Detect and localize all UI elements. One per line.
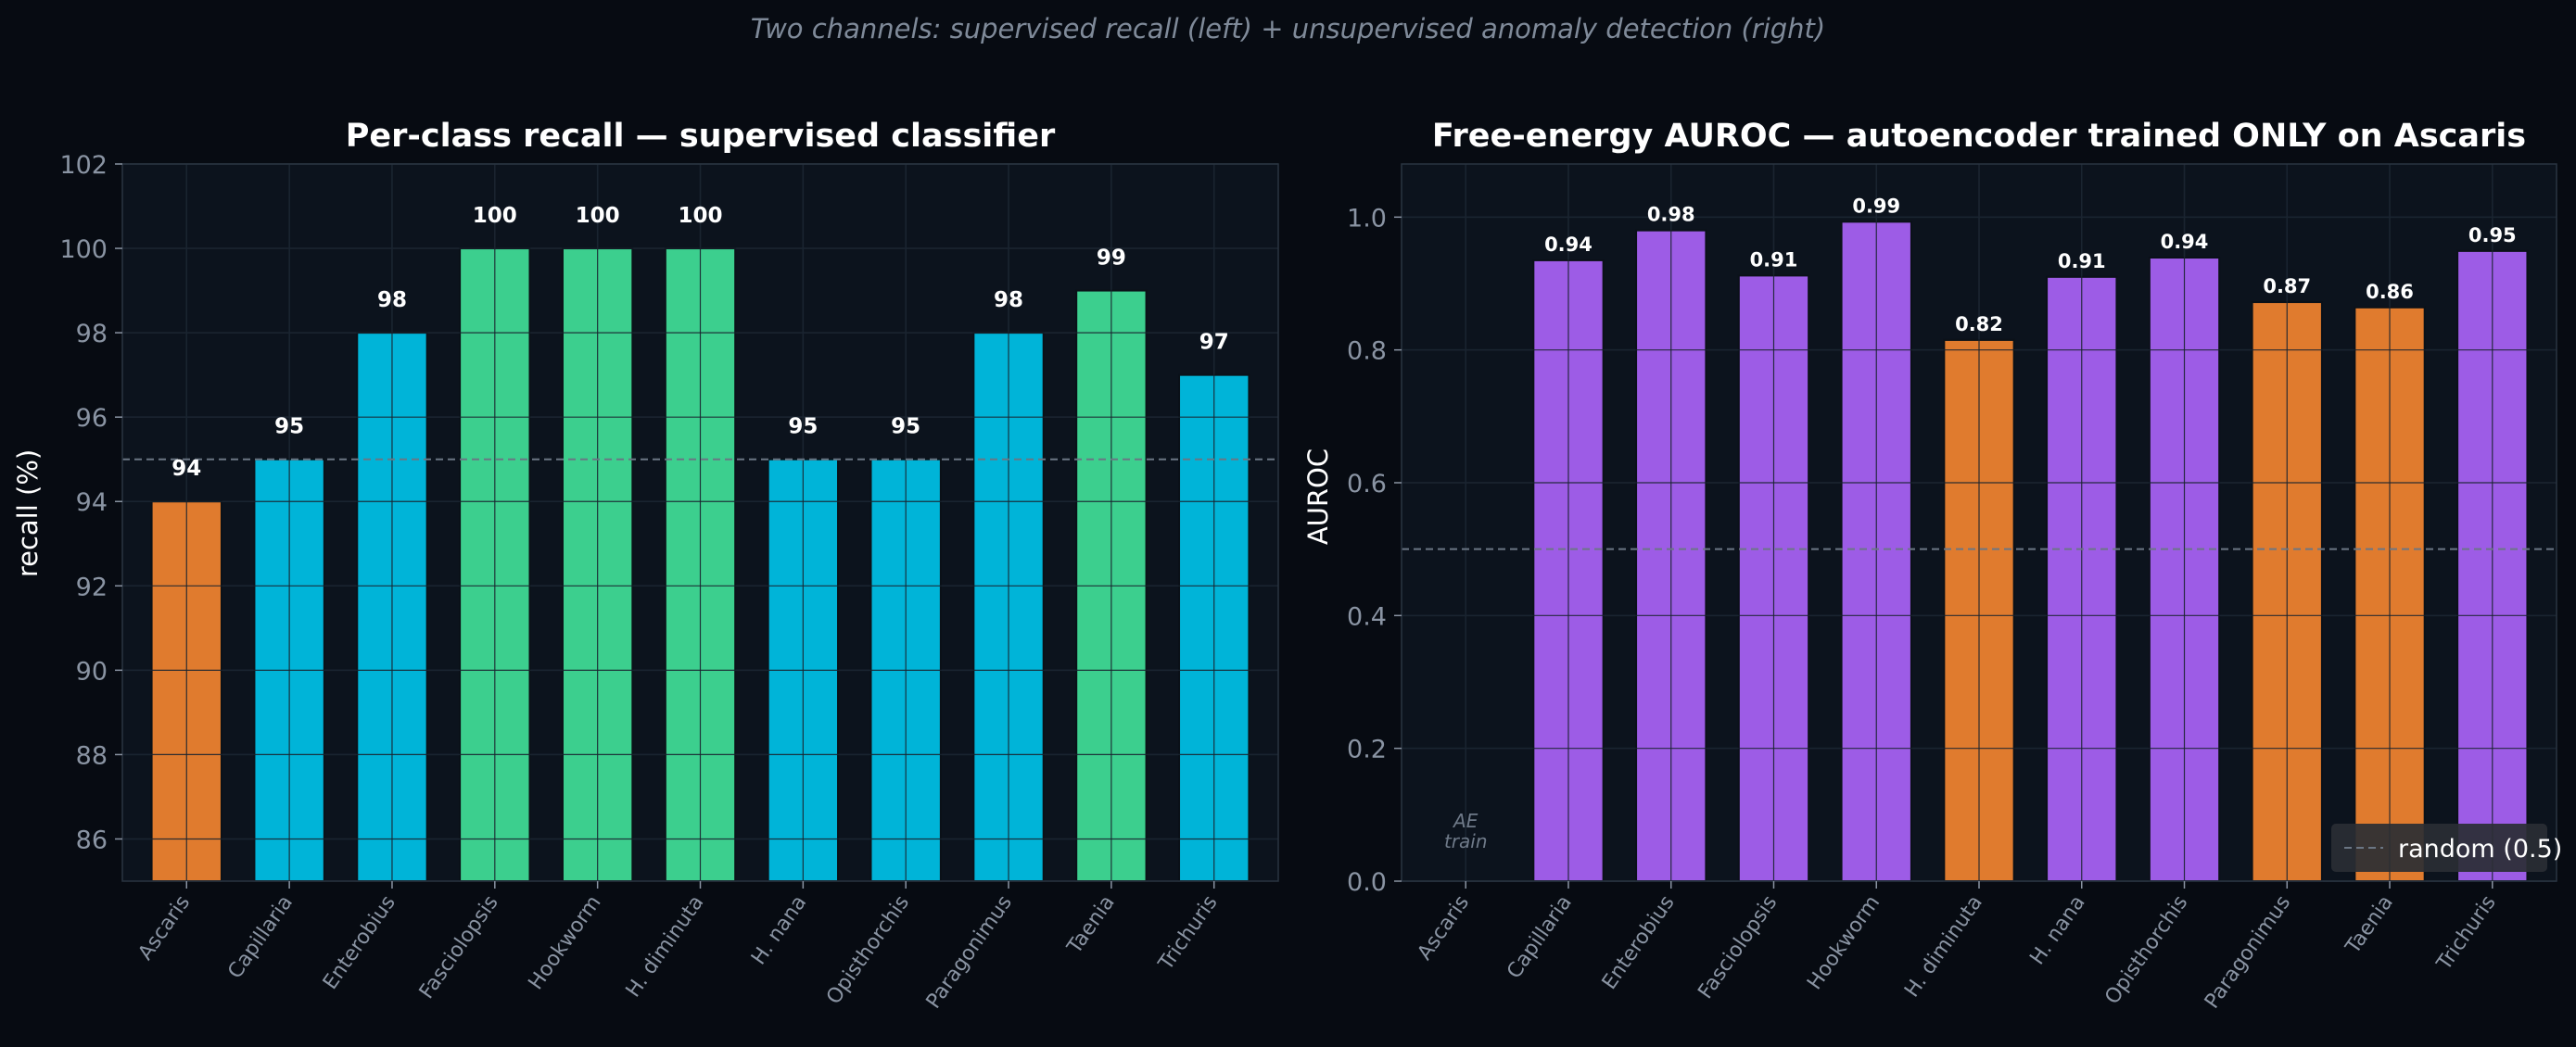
x-tick-label: Paragonimus [922, 891, 1017, 1013]
y-tick-label: 94 [76, 488, 108, 517]
data-label: 0.99 [1852, 195, 1900, 217]
recall-chart: 94 95 98 100 100 100 95 95 98 99 97 86 88 90 92 94 96 98 1… [12, 118, 1279, 1013]
data-label: 0.82 [1955, 313, 2003, 335]
data-label: 95 [274, 415, 304, 439]
x-tick-label: Trichuris [1154, 891, 1223, 975]
x-tick-label: H. nana [2025, 891, 2089, 969]
data-label: 100 [473, 204, 517, 228]
y-tick-label: 0.6 [1347, 470, 1387, 498]
x-tick-label: Capillaria [1503, 891, 1577, 983]
data-label: 99 [1097, 246, 1126, 271]
x-tick-label: Paragonimus [2201, 891, 2295, 1013]
x-tick-label: Taenia [1062, 891, 1119, 959]
y-tick-label: 0.0 [1347, 868, 1387, 897]
x-tick-label: Hookworm [525, 891, 606, 994]
chart-title: Free-energy AUROC — autoencoder trained … [1432, 118, 2526, 155]
y-tick-label: 0.2 [1347, 736, 1387, 764]
data-label: 0.87 [2263, 275, 2311, 297]
x-tick-label: Capillaria [223, 891, 298, 983]
y-tick-label: 96 [76, 404, 108, 433]
data-label: 0.91 [1750, 248, 1798, 271]
x-tick-label: Trichuris [2432, 891, 2501, 975]
legend-box [2331, 824, 2547, 872]
x-tick-label: Hookworm [1803, 891, 1884, 994]
y-tick-label: 86 [76, 826, 108, 854]
y-tick-label: 100 [59, 235, 108, 264]
y-tick-label: 0.8 [1347, 337, 1387, 366]
data-label: 98 [994, 288, 1023, 312]
y-tick-label: 98 [76, 320, 108, 348]
data-label: 100 [576, 204, 620, 228]
x-tick-label: Enterobius [319, 891, 400, 994]
data-label: 0.95 [2468, 224, 2517, 246]
data-label: 97 [1199, 331, 1229, 355]
x-tick-label: H. diminuta [1900, 891, 1987, 1002]
data-label: 98 [377, 288, 407, 312]
x-tick-label: Enterobius [1598, 891, 1680, 994]
annotation-text: train [1444, 830, 1488, 852]
data-label: 95 [891, 415, 920, 439]
data-label: 0.94 [1544, 233, 1593, 256]
x-tick-label: H. nana [747, 891, 811, 969]
y-tick-label: 0.4 [1347, 602, 1387, 631]
chart-title: Per-class recall — supervised classifier [346, 118, 1056, 155]
y-tick-label: 92 [76, 573, 108, 601]
data-label: 100 [678, 204, 722, 228]
y-tick-label: 102 [59, 151, 108, 180]
legend-label: random (0.5) [2398, 835, 2562, 864]
y-tick-label: 1.0 [1347, 204, 1387, 233]
x-tick-label: Fasciolopsis [1694, 891, 1782, 1003]
x-tick-label: Opisthorchis [2100, 891, 2192, 1009]
data-label: 0.98 [1647, 204, 1695, 226]
auroc-chart: 0.94 0.98 0.91 0.99 0.82 0.91 0.94 0.87 0.86 0.95… [1302, 118, 2562, 1013]
annotation-text: AE [1452, 810, 1478, 832]
y-tick-label: 88 [76, 741, 108, 770]
y-tick-label: 90 [76, 657, 108, 686]
data-label: 95 [788, 415, 818, 439]
x-tick-label: Ascaris [134, 891, 196, 965]
x-tick-label: Taenia [2341, 891, 2398, 959]
x-tick-label: Ascaris [1414, 891, 1475, 965]
data-label: 0.94 [2161, 231, 2209, 253]
x-tick-label: Opisthorchis [822, 891, 914, 1009]
data-label: 0.91 [2058, 250, 2106, 272]
data-label: 0.86 [2366, 281, 2414, 303]
data-label: 94 [171, 457, 201, 481]
y-axis-label: recall (%) [12, 449, 44, 577]
y-axis-label: AUROC [1302, 448, 1334, 545]
x-tick-label: Fasciolopsis [415, 891, 503, 1003]
x-tick-label: H. diminuta [622, 891, 709, 1002]
figure-suptitle: Two channels: supervised recall (left) +… [750, 13, 1826, 44]
